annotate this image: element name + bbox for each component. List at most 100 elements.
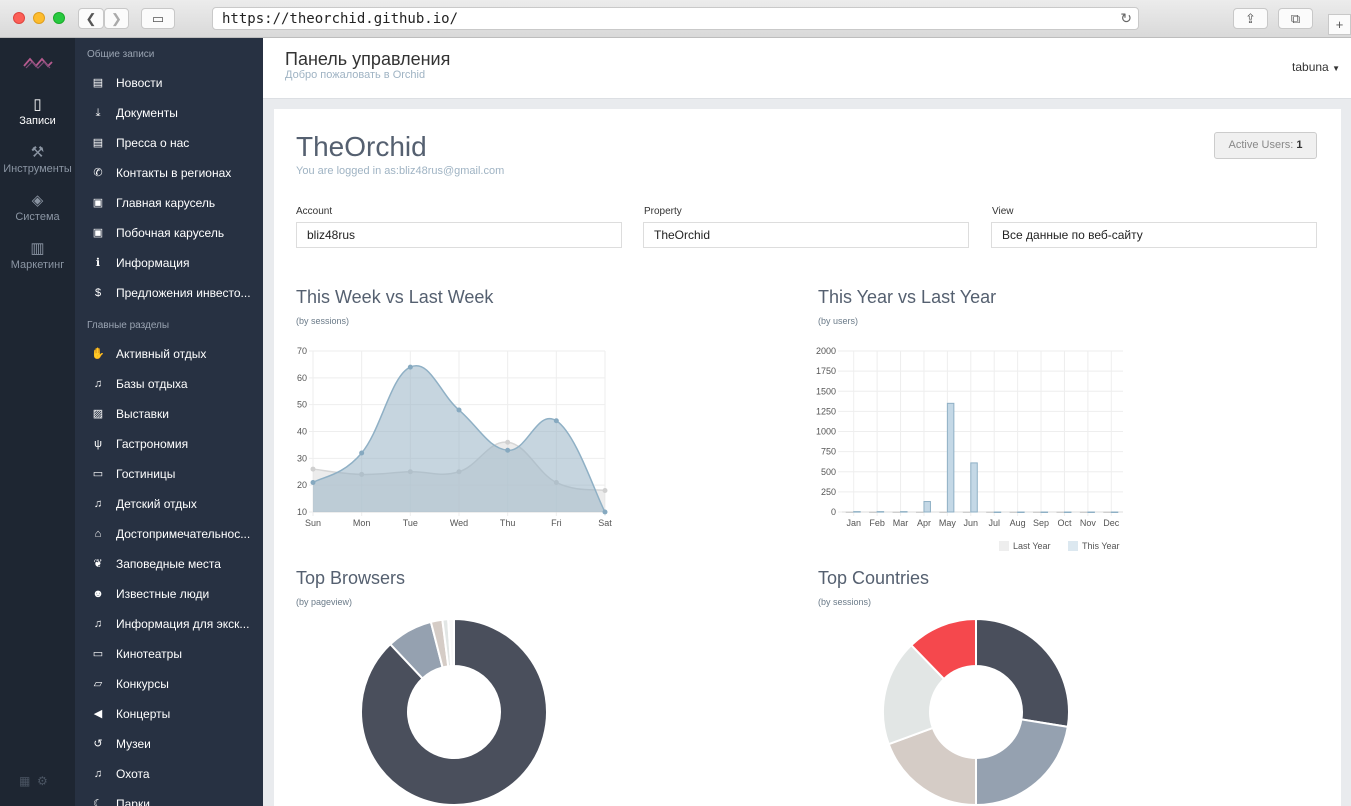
layers-icon: ◈ [31,192,44,209]
menu-item[interactable]: ▤ Пресса о нас [75,128,263,158]
y-tick-label: 50 [297,400,307,410]
menu-item[interactable]: ℹ Информация [75,248,263,278]
property-label: Property [644,206,682,217]
pie-slice [360,617,548,806]
menu-item[interactable]: ✋ Активный отдых [75,339,263,369]
menu-item-label: Предложения инвесто... [116,286,251,300]
bell-icon: ♫ [93,618,103,630]
monitor-icon: ▭ [92,648,104,660]
menu-item[interactable]: ▤ Новости [75,68,263,98]
view-select[interactable]: Все данные по веб-сайту [991,222,1317,248]
active-users-label: Active Users: [1228,139,1294,151]
y-tick-label: 2000 [816,346,836,356]
pie-slice [909,617,977,681]
menu-item[interactable]: ♫ Информация для экск... [75,609,263,639]
menu-section-general: Общие записи [87,49,155,60]
sidebar-toggle-icon[interactable]: ▭ [141,8,175,29]
menu-item[interactable]: ▱ Конкурсы [75,669,263,699]
chart-subtitle: (by pageview) [296,597,353,607]
grid-icon[interactable]: ▦ [19,774,31,788]
property-select[interactable]: TheOrchid [643,222,969,248]
menu-item-label: Активный отдых [116,347,207,361]
logged-in-text: You are logged in as:bliz48rus@gmail.com [296,165,505,177]
y-tick-label: 30 [297,453,307,463]
minimize-window-button[interactable] [33,12,45,24]
phone-icon: ✆ [93,167,103,179]
y-tick-label: 1250 [816,406,836,416]
menu-item[interactable]: ↺ Музеи [75,729,263,759]
new-tab-icon[interactable]: + [1328,14,1351,35]
x-tick-label: Sep [1033,518,1049,528]
menu-item[interactable]: ♫ Охота [75,759,263,789]
y-tick-label: 1500 [816,386,836,396]
menu-item[interactable]: ψ Гастрономия [75,429,263,459]
orchid-logo[interactable] [22,54,54,72]
menu-item-label: Кинотеатры [116,647,182,661]
pie-slice [447,617,455,668]
menu-item-label: Музеи [116,737,151,751]
menu-item-label: Парки [116,797,150,806]
bar [892,511,901,513]
y-tick-label: 250 [821,487,836,497]
moon-icon: ☾ [93,798,103,806]
rail-item-system[interactable]: ◈ Система [0,191,75,223]
menu-item[interactable]: ❦ Заповедные места [75,549,263,579]
bar [970,462,978,513]
address-bar[interactable]: https://theorchid.github.io/ ↻ [212,7,1139,30]
y-tick-label: 10 [297,507,307,517]
x-tick-label: Aug [1010,518,1026,528]
menu-item[interactable]: ▣ Побочная карусель [75,218,263,248]
legend-label: Last Year [1013,541,1051,551]
menu-item-label: Главная карусель [116,196,216,210]
menu-item[interactable]: ♫ Детский отдых [75,489,263,519]
dollar-icon: $ [94,287,102,299]
back-icon[interactable]: ❮ [78,8,104,29]
zoom-window-button[interactable] [53,12,65,24]
rail-item-records[interactable]: ▯ Записи [0,95,75,127]
reload-icon[interactable]: ↻ [1120,10,1132,26]
close-window-button[interactable] [13,12,25,24]
menu-item[interactable]: ▭ Кинотеатры [75,639,263,669]
gear-icon[interactable]: ⚙ [37,774,48,788]
bar [1017,511,1025,513]
chart-subtitle: (by users) [818,316,859,326]
menu-item[interactable]: ♫ Базы отдыха [75,369,263,399]
menu-item[interactable]: ✆ Контакты в регионах [75,158,263,188]
menu-item[interactable]: ◀ Концерты [75,699,263,729]
page-title: Панель управления [285,49,451,69]
volume-icon: ◀ [93,708,103,720]
rail-item-tools[interactable]: ⚒ Инструменты [0,143,75,175]
hand-icon: ✋ [91,348,105,360]
menu-item[interactable]: ⌂ Достопримечательнос... [75,519,263,549]
menu-item[interactable]: ☾ Парки [75,789,263,806]
menu-item[interactable]: ▭ Гостиницы [75,459,263,489]
menu-item[interactable]: ☻ Известные люди [75,579,263,609]
y-tick-label: 70 [297,346,307,356]
menu-item[interactable]: ▣ Главная карусель [75,188,263,218]
rail-footer: ▦ ⚙ [19,774,48,788]
y-tick-label: 60 [297,373,307,383]
menu-section-main: Главные разделы [87,320,170,331]
account-select[interactable]: bliz48rus [296,222,622,248]
menu-item[interactable]: ▨ Выставки [75,399,263,429]
bar [900,511,908,513]
y-tick-label: 40 [297,427,307,437]
picture-icon: ▨ [92,408,104,420]
menu-item[interactable]: $ Предложения инвесто... [75,278,263,308]
data-point [310,479,316,485]
user-menu[interactable]: tabuna ▼ [1292,60,1340,74]
tabs-icon[interactable]: ⧉ [1278,8,1313,29]
menu-item-label: Базы отдыха [116,377,188,391]
bar [993,511,1002,513]
chart-title: This Week vs Last Week [296,287,494,307]
x-tick-label: May [939,518,957,528]
rail-item-marketing[interactable]: ▥ Маркетинг [0,239,75,271]
share-icon[interactable]: ⇪ [1233,8,1268,29]
browser-toolbar: ❮ ❯ ▭ https://theorchid.github.io/ ↻ ⇪ ⧉… [0,0,1351,38]
x-tick-label: Nov [1080,518,1097,528]
forward-icon[interactable]: ❯ [104,8,129,29]
legend-swatch [1068,541,1078,551]
chart-title: Top Countries [818,568,930,588]
menu-item[interactable]: ⤓ Документы [75,98,263,128]
chart-subtitle: (by sessions) [818,597,872,607]
